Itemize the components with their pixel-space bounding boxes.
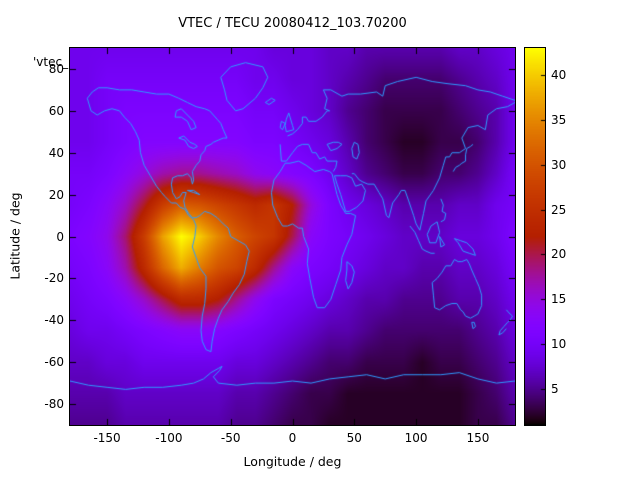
colorbar-tick-label: 15 [551,292,567,307]
colorbar-tick-label: 25 [551,202,567,217]
x-tick-label: 100 [404,431,428,445]
y-tick-label: 20 [48,187,64,202]
x-tick-label: -150 [93,431,121,445]
y-tick-label: 60 [48,103,64,118]
colorbar-tick-label: 5 [551,382,559,397]
y-tick-label: -60 [44,355,64,370]
x-tick-label: 0 [288,431,297,445]
y-tick-label: 40 [48,145,64,160]
y-axis-label: Latitude / deg [7,192,23,280]
colorbar-tick-label: 30 [551,157,567,172]
colorbar-tick-label: 35 [551,112,567,127]
y-tick-label: -20 [44,271,64,286]
x-axis-label: Longitude / deg [243,454,342,469]
x-tick-label: 150 [466,431,490,445]
colorbar-tick-label: 20 [551,247,567,262]
x-tick-label: -100 [155,431,183,445]
colorbar-tick-label: 40 [551,67,567,82]
key-label: 'vtec_ [33,55,69,69]
y-tick-label: 80 [48,61,64,76]
y-tick-label: -80 [44,397,64,412]
y-tick-label: -40 [44,313,64,328]
chart-title: VTEC / TECU 20080412_103.70200 [178,16,407,31]
x-tick-label: 50 [346,431,362,445]
heatmap-canvas [70,48,515,425]
colorbar-canvas [525,48,545,425]
y-tick-label: 0 [56,229,64,244]
colorbar-tick-label: 10 [551,337,567,352]
x-tick-label: -50 [220,431,241,445]
